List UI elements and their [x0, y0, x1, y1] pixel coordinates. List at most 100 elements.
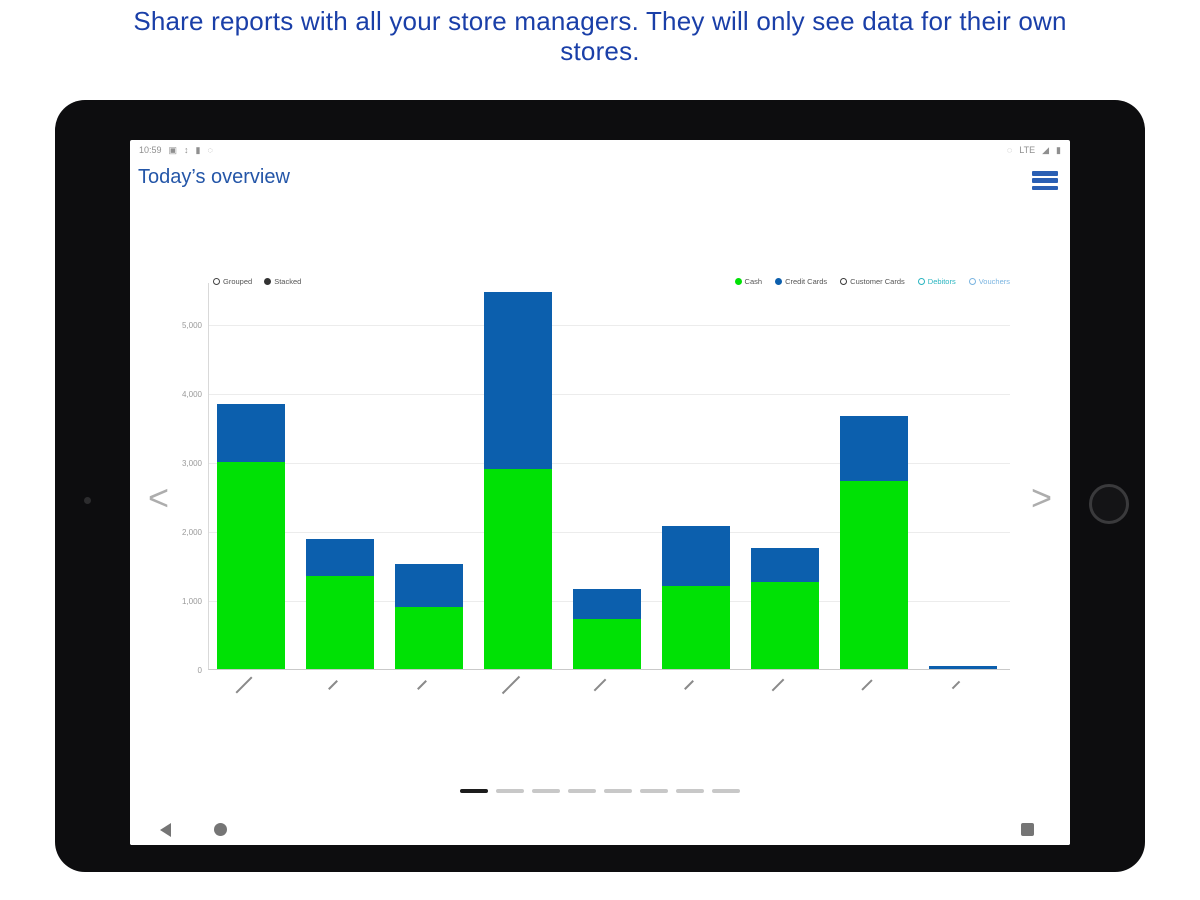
- x-axis-tick-label: [951, 680, 961, 690]
- bar-segment-cash[interactable]: [840, 481, 908, 669]
- carousel-dash[interactable]: [532, 789, 560, 793]
- radio-icon: [264, 278, 272, 285]
- carousel-dash[interactable]: [568, 789, 596, 793]
- bar-segment-cash[interactable]: [573, 618, 641, 669]
- bar-stack[interactable]: [395, 564, 463, 669]
- home-button[interactable]: [1089, 484, 1129, 524]
- hamburger-menu-icon[interactable]: [1032, 171, 1058, 190]
- carousel-dash[interactable]: [496, 789, 524, 793]
- alarm-icon: ◌: [1006, 145, 1013, 155]
- bar-stack[interactable]: [662, 526, 730, 669]
- bar-segment-cash[interactable]: [662, 586, 730, 669]
- bar-segment-cash[interactable]: [484, 468, 552, 669]
- bar-segment-credit-cards[interactable]: [306, 538, 374, 576]
- y-axis-tick-label: 2,000: [181, 528, 202, 537]
- x-axis-tick-label: [235, 676, 253, 694]
- notification-icon: ▣: [168, 144, 178, 155]
- y-axis-tick-label: 1,000: [181, 597, 202, 606]
- legend-item-label: Vouchers: [978, 277, 1010, 286]
- signal-icon: ◢: [1042, 144, 1050, 155]
- carousel-dash[interactable]: [640, 789, 668, 793]
- back-icon[interactable]: [160, 823, 171, 837]
- bar-stack[interactable]: [573, 588, 641, 669]
- carousel-dash[interactable]: [604, 789, 632, 793]
- legend-item-label: Credit Cards: [785, 277, 828, 286]
- legend-item-vouchers[interactable]: Vouchers: [968, 277, 1010, 286]
- network-type-label: LTE: [1019, 145, 1036, 155]
- bar-segment-credit-cards[interactable]: [573, 588, 641, 619]
- gridline: [209, 325, 1010, 327]
- x-axis-tick-label: [417, 680, 427, 690]
- sync-icon: ↕: [184, 145, 189, 155]
- bar-segment-credit-cards[interactable]: [840, 416, 908, 481]
- legend-swatch-icon: [775, 278, 783, 285]
- bar-stack[interactable]: [217, 404, 285, 669]
- battery-notify-icon: ▮: [195, 144, 201, 155]
- bar-stack[interactable]: [484, 292, 552, 669]
- carousel-indicator: [130, 789, 1070, 793]
- tablet-frame: 10:59 ▣ ↕ ▮ ◌ ◌ LTE ◢ ▮ Today’s overview: [55, 100, 1145, 872]
- x-axis-tick-label: [771, 678, 785, 692]
- carousel-dash[interactable]: [676, 789, 704, 793]
- bar-stack[interactable]: [840, 416, 908, 669]
- legend-item-credit-cards[interactable]: Credit Cards: [775, 277, 827, 286]
- legend-swatch-icon: [968, 278, 976, 285]
- legend-swatch-icon: [734, 278, 742, 285]
- page-title: Today’s overview: [138, 166, 290, 188]
- clock-label: 10:59: [139, 145, 162, 155]
- recents-icon[interactable]: [1021, 823, 1034, 836]
- bar-segment-credit-cards[interactable]: [751, 548, 819, 583]
- bar-segment-credit-cards[interactable]: [929, 665, 997, 669]
- gridline: [209, 394, 1010, 395]
- x-axis-tick-label: [593, 678, 607, 692]
- x-axis-tick-label: [861, 679, 873, 691]
- mode-option-label: Grouped: [223, 277, 253, 286]
- x-axis-tick-label: [684, 680, 694, 690]
- legend-item-cash[interactable]: Cash: [734, 277, 763, 286]
- x-axis-tick-label: [501, 675, 521, 695]
- bar-stack[interactable]: [929, 665, 997, 669]
- bar-segment-credit-cards[interactable]: [484, 292, 552, 469]
- status-bar: 10:59 ▣ ↕ ▮ ◌ ◌ LTE ◢ ▮: [130, 140, 1070, 160]
- legend-item-debitors[interactable]: Debitors: [917, 277, 956, 286]
- bar-segment-credit-cards[interactable]: [217, 404, 285, 463]
- bar-stack[interactable]: [751, 548, 819, 669]
- mode-option-grouped[interactable]: Grouped: [213, 277, 252, 286]
- mode-option-label: Stacked: [274, 277, 302, 286]
- home-icon[interactable]: [214, 823, 227, 836]
- stacked-bar-chart: [208, 283, 1010, 670]
- y-axis-tick-label: 5,000: [181, 321, 202, 331]
- camera-icon: [84, 497, 91, 504]
- bar-segment-credit-cards[interactable]: [662, 526, 730, 587]
- radio-icon: [213, 278, 220, 285]
- y-axis-tick-label: 3,000: [181, 459, 202, 468]
- bar-stack[interactable]: [306, 538, 374, 669]
- marketing-headline: Share reports with all your store manage…: [133, 6, 1067, 66]
- legend-item-label: Customer Cards: [850, 277, 905, 286]
- bar-segment-cash[interactable]: [217, 462, 285, 669]
- chart-legend: Cash Credit Cards Customer Cards Debitors Vo…: [734, 277, 1010, 286]
- chart-mode-toggle: Grouped Stacked: [213, 277, 301, 286]
- bar-segment-cash[interactable]: [751, 582, 819, 669]
- battery-icon: ▮: [1056, 144, 1061, 155]
- mode-option-stacked[interactable]: Stacked: [264, 277, 301, 286]
- previous-page-arrow[interactable]: <: [148, 477, 170, 518]
- legend-item-label: Debitors: [927, 277, 956, 286]
- bar-segment-cash[interactable]: [395, 606, 463, 669]
- gridline: [209, 532, 1010, 533]
- legend-item-label: Cash: [744, 277, 763, 286]
- next-page-arrow[interactable]: >: [1030, 477, 1052, 518]
- gridline: [209, 463, 1010, 464]
- bar-segment-credit-cards[interactable]: [395, 564, 463, 607]
- data-saver-icon: ◌: [207, 145, 213, 155]
- tablet-screen: 10:59 ▣ ↕ ▮ ◌ ◌ LTE ◢ ▮ Today’s overview: [130, 140, 1070, 845]
- x-axis-tick-label: [328, 680, 338, 690]
- legend-swatch-icon: [840, 278, 848, 285]
- carousel-dash[interactable]: [712, 789, 740, 793]
- android-nav-bar: [130, 815, 1070, 845]
- y-axis-tick-label: 4,000: [181, 390, 202, 399]
- legend-item-customer-cards[interactable]: Customer Cards: [840, 277, 905, 286]
- bar-segment-cash[interactable]: [306, 575, 374, 669]
- carousel-dash[interactable]: [460, 789, 488, 793]
